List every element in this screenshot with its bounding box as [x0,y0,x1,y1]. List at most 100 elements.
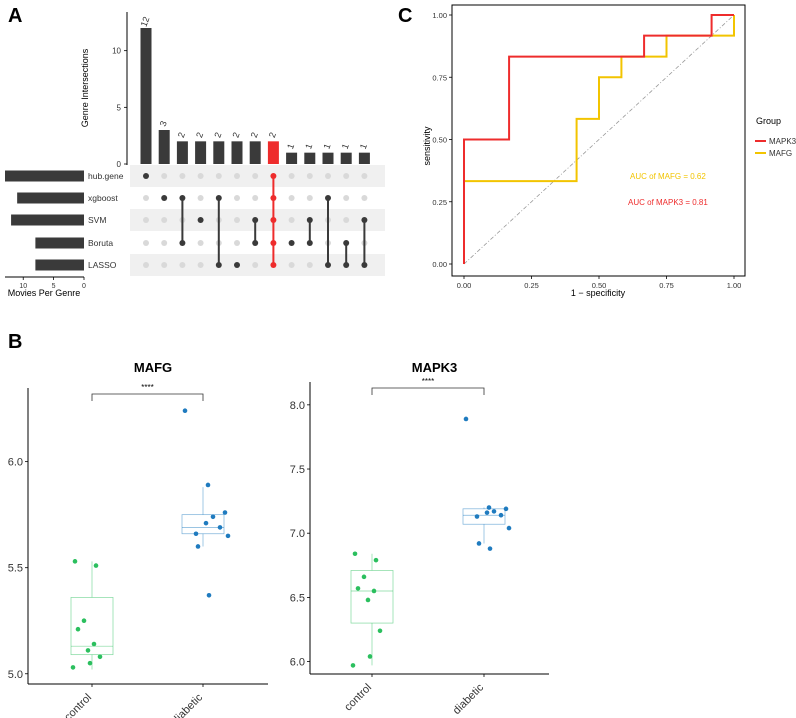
set-size-bar [35,259,84,271]
roc-x-tick-label: 0.25 [524,281,539,290]
legend-title: Group [756,116,781,126]
matrix-dot [288,173,295,179]
roc-x-tick-label: 1.00 [727,281,742,290]
data-point [75,626,81,632]
set-name-label: Boruta [88,238,113,248]
matrix-dot [143,217,149,223]
roc-y-tick-label: 0.25 [432,198,447,207]
box-y-tick-label: 5.0 [8,669,23,681]
matrix-dot [215,173,222,179]
matrix-dot [306,195,313,201]
intersection-count-label: 1 [303,142,314,150]
matrix-dot [252,262,259,268]
box-y-tick-label: 8.0 [290,400,305,412]
data-point [365,597,371,603]
data-point [81,618,87,624]
intersection-count-label: 2 [212,131,223,139]
matrix-dot [197,217,204,223]
data-point [206,592,212,598]
data-point [87,660,93,666]
matrix-dot [179,262,186,268]
box-iqr [70,597,114,656]
matrix-dot [306,262,313,268]
matrix-dot [161,195,168,201]
upset-y-tick-label: 10 [112,47,121,56]
auc-mapk3-label: AUC of MAPK3 = 0.81 [628,198,708,207]
panel-label-c: C [398,5,412,27]
data-point [486,505,492,510]
matrix-dot [343,217,350,223]
set-size-tick-label: 10 [19,283,27,290]
data-point [217,525,223,530]
matrix-dot [325,173,331,179]
intersection-count-label: 1 [322,142,333,150]
matrix-dot [234,240,240,246]
matrix-dot [197,262,204,268]
matrix-dot [161,240,168,246]
auc-mafg-label: AUC of MAFG = 0.62 [630,172,706,181]
intersection-bar [358,152,370,164]
matrix-dot [234,217,240,223]
matrix-dot [288,240,295,246]
data-point [85,648,91,653]
roc-y-label: sensitivity [422,126,432,166]
roc-x-tick-label: 0.00 [457,281,472,290]
box-title: MAFG [134,360,172,375]
intersection-count-label: 2 [267,131,278,139]
intersection-count-label: 1 [285,142,296,150]
upset-y-tick-label: 0 [117,160,122,169]
significance-label: **** [422,377,434,386]
matrix-dot [361,173,368,179]
data-point [361,574,367,580]
set-size-bar [35,237,84,249]
data-point [377,628,383,634]
matrix-dot [234,173,240,179]
box-y-tick-label: 6.0 [8,457,23,469]
matrix-dot [197,173,204,179]
box-iqr [462,508,506,525]
data-point [355,586,361,591]
panel-label-a: A [8,5,22,27]
roc-y-tick-label: 1.00 [432,11,447,20]
roc-x-tick-label: 0.75 [659,281,674,290]
intersection-bar [322,152,334,164]
data-point [195,544,201,549]
box-x-tick-label: control [62,692,94,718]
data-point [352,551,358,557]
intersection-bar [267,141,279,164]
matrix-dot [197,195,204,201]
intersection-bar [304,152,316,164]
roc-x-label: 1 − specificity [571,288,626,298]
intersection-count-label: 2 [249,131,260,139]
data-point [91,641,97,647]
upset-y-label: Genre Intersections [80,48,90,127]
roc-y-tick-label: 0.75 [432,73,447,82]
intersection-count-label: 3 [158,120,169,128]
data-point [487,546,493,551]
data-point [203,520,209,526]
box-x-tick-label: diabetic [170,691,206,718]
matrix-dot [161,173,168,179]
data-point [491,509,497,514]
set-name-label: hub.gene [88,171,124,181]
matrix-dot [234,195,240,201]
upset-y-tick-label: 5 [117,103,122,112]
matrix-dot [288,262,295,268]
panel-label-b: B [8,331,22,353]
set-name-label: SVM [88,215,106,225]
data-point [474,514,480,519]
matrix-dot [143,173,149,179]
roc-x-tick-label: 0.50 [592,281,607,290]
matrix-dot [234,262,240,268]
intersection-bar [140,28,152,164]
set-size-bar [5,170,84,182]
matrix-dot [288,217,295,223]
data-point [222,510,228,515]
intersection-count-label: 2 [176,131,187,139]
set-name-label: xgboost [88,193,118,203]
data-point [506,525,512,531]
box-x-tick-label: control [342,682,374,714]
box-plot-mafg: MAFG 5.0 5.5 6.0 control diabetic **** [8,360,268,718]
data-point [205,482,211,488]
